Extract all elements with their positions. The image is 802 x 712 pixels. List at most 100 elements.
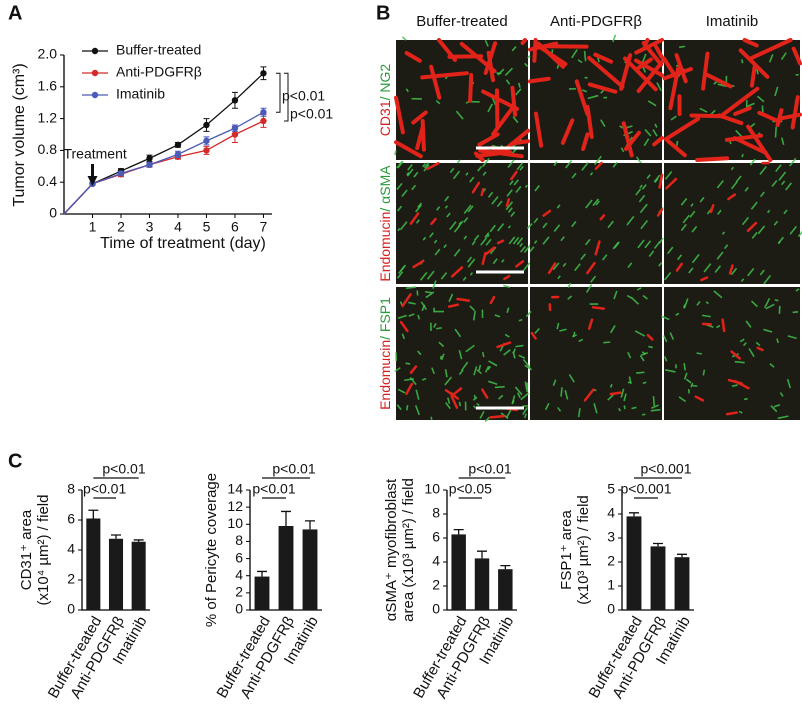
green-signal [644, 128, 652, 137]
green-signal [574, 263, 581, 272]
green-signal [422, 236, 427, 241]
bar [302, 529, 318, 610]
panel-label: B [376, 2, 390, 24]
green-signal [623, 405, 626, 410]
red-signal [515, 260, 525, 268]
data-point [231, 97, 239, 104]
green-signal [747, 267, 755, 277]
green-signal [447, 397, 451, 404]
red-signal [674, 53, 688, 84]
green-signal [578, 338, 584, 343]
red-signal [738, 48, 770, 79]
green-signal [716, 179, 724, 189]
y-tick-label: 4 [607, 505, 615, 521]
green-signal [664, 272, 672, 281]
red-signal [401, 293, 412, 308]
red-signal [411, 110, 428, 125]
red-signal [452, 387, 463, 396]
error-bar [653, 542, 663, 547]
green-signal [751, 231, 758, 239]
green-signal [488, 360, 498, 367]
green-signal [642, 381, 647, 385]
green-signal [565, 160, 573, 169]
green-signal [472, 310, 476, 321]
green-signal [768, 54, 774, 63]
micrograph [664, 157, 802, 285]
red-signal [420, 118, 426, 152]
red-signal [746, 221, 758, 232]
green-signal [516, 162, 524, 171]
green-signal [512, 236, 520, 245]
red-signal [505, 198, 511, 208]
y-tick-label: 10 [424, 481, 440, 497]
green-signal [476, 369, 482, 375]
green-signal [487, 365, 492, 371]
green-signal [512, 116, 519, 124]
green-signal [394, 367, 401, 373]
red-signal [591, 306, 606, 310]
green-signal [433, 239, 438, 244]
error-bar [281, 510, 291, 526]
red-signal [757, 110, 782, 124]
green-signal [423, 164, 430, 172]
green-signal [496, 200, 503, 208]
green-signal [489, 224, 496, 233]
green-signal [661, 315, 670, 321]
green-signal [510, 211, 516, 218]
green-signal [664, 171, 673, 180]
green-signal [487, 191, 494, 198]
green-signal [759, 269, 765, 276]
error-bar [88, 509, 99, 519]
green-signal [592, 198, 600, 207]
red-signal [721, 318, 726, 333]
red-signal [730, 350, 741, 360]
green-signal [589, 171, 594, 176]
green-signal [643, 138, 650, 147]
significance-label: p<0.01 [282, 88, 325, 104]
green-signal [654, 123, 658, 128]
red-signal [633, 58, 664, 78]
green-signal [401, 333, 406, 340]
green-signal [453, 248, 461, 257]
green-signal [504, 333, 510, 338]
green-signal [522, 358, 531, 369]
red-signal [636, 60, 664, 93]
red-signal [749, 64, 757, 88]
green-signal [640, 220, 649, 230]
green-signal [432, 280, 437, 289]
y-tick-label: 14 [227, 481, 243, 497]
green-signal [750, 300, 758, 308]
green-signal [678, 45, 686, 49]
green-signal [636, 371, 645, 374]
green-signal [397, 227, 401, 232]
green-signal [413, 171, 419, 178]
series-line [63, 111, 264, 215]
green-signal [534, 327, 540, 334]
green-signal [564, 390, 569, 400]
red-signal [733, 379, 750, 390]
green-signal [755, 68, 759, 75]
green-signal [562, 262, 567, 268]
red-signal [594, 240, 601, 256]
green-signal [717, 83, 727, 88]
data-point [174, 141, 182, 149]
green-signal [421, 377, 427, 381]
bar [498, 569, 513, 610]
green-signal [481, 351, 485, 358]
green-signal [460, 361, 469, 372]
red-signal [709, 204, 715, 214]
green-signal [396, 182, 403, 191]
green-signal [426, 270, 435, 280]
green-signal [653, 174, 661, 183]
green-signal [771, 179, 778, 188]
green-signal [730, 181, 738, 190]
green-signal [397, 314, 407, 320]
y-axis-label: (x10⁴ µm²) / field [35, 495, 52, 606]
green-signal [584, 238, 591, 246]
green-signal [517, 392, 521, 399]
green-signal [484, 416, 490, 423]
green-signal [648, 250, 655, 257]
green-signal [620, 147, 625, 153]
red-signal [694, 395, 705, 402]
y-tick-label: 2 [67, 571, 75, 587]
